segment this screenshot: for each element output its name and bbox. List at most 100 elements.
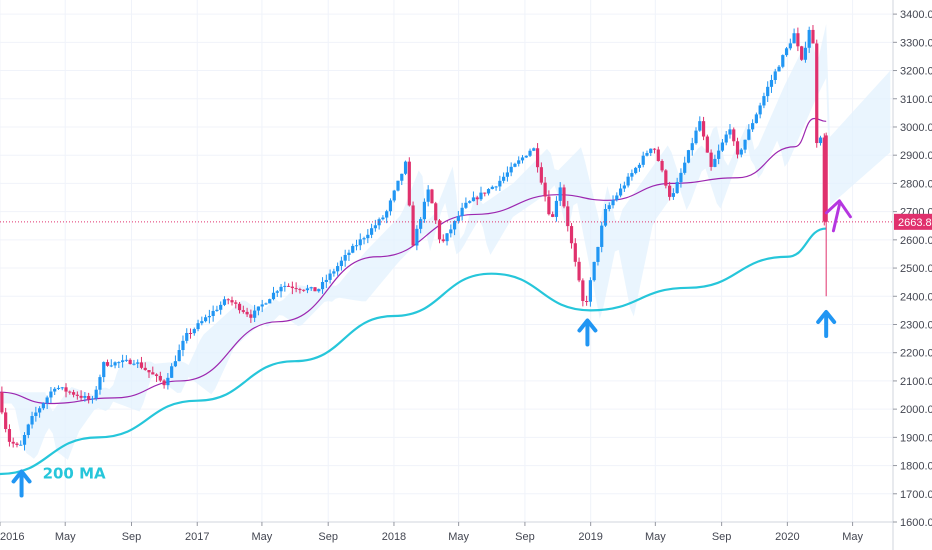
candle-body — [596, 246, 600, 262]
y-tick-label: 1900.0 — [900, 432, 932, 444]
candle-body — [762, 96, 766, 106]
y-tick-label: 2800.0 — [900, 178, 932, 190]
candle-body — [328, 273, 332, 280]
candle-body — [324, 279, 328, 282]
candle-body — [4, 412, 8, 430]
candle-body — [83, 396, 87, 398]
candle-body — [701, 121, 706, 137]
candle-body — [339, 260, 344, 267]
candle-body — [668, 185, 672, 197]
candle-body — [630, 173, 634, 177]
candle-body — [45, 397, 49, 404]
candle-body — [634, 167, 638, 174]
candle-body — [494, 186, 498, 188]
blue-up-arrow-icon — [577, 318, 598, 347]
candle-body — [41, 403, 45, 409]
candle-body — [362, 238, 366, 240]
candle-body — [317, 289, 321, 292]
candle-body — [136, 362, 140, 364]
candle-body — [532, 148, 536, 151]
candle-body — [245, 311, 249, 315]
candle-body — [105, 362, 110, 366]
x-tick-label: Sep — [318, 531, 338, 543]
candle-body — [422, 201, 427, 220]
candle-body — [166, 377, 170, 386]
candle-body — [121, 360, 125, 363]
candle-body — [547, 196, 551, 215]
candle-body — [509, 166, 513, 173]
x-tick-label: 2016 — [0, 531, 24, 543]
candle-body — [445, 233, 449, 242]
candle-body — [211, 310, 215, 316]
candle-body — [426, 189, 430, 202]
candle-body — [71, 392, 76, 395]
candle-body — [320, 281, 325, 290]
candle-body — [151, 372, 155, 375]
candle-body — [313, 287, 317, 292]
candle-body — [109, 365, 113, 367]
candle-body — [373, 225, 377, 229]
candle-body — [7, 429, 12, 442]
candle-body — [656, 149, 660, 161]
candle-body — [739, 149, 743, 155]
candle-body — [19, 444, 23, 446]
ma-50-line — [0, 117, 827, 405]
candle-body — [713, 158, 717, 167]
candle-body — [219, 304, 223, 310]
ma-200-label: 200 MA — [43, 464, 106, 482]
ichimoku-cloud — [0, 24, 891, 460]
x-tick-label: May — [645, 531, 666, 543]
candle-body — [611, 200, 615, 206]
candle-body — [505, 172, 509, 177]
x-tick-label: Sep — [712, 531, 732, 543]
candle-body — [803, 47, 808, 60]
candle-body — [645, 153, 649, 156]
candle-body — [758, 105, 762, 115]
candle-body — [207, 315, 211, 318]
candle-body — [437, 220, 442, 240]
blue-up-arrow-icon — [11, 469, 32, 498]
candle-body — [154, 374, 159, 376]
x-tick-label: 2018 — [382, 531, 406, 543]
y-tick-label: 2100.0 — [900, 376, 932, 388]
candle-body — [294, 288, 298, 290]
candle-body — [30, 416, 34, 425]
moving-averages — [0, 117, 827, 476]
candle-body — [403, 161, 408, 174]
candle-body — [249, 314, 253, 318]
candle-body — [486, 189, 491, 194]
candle-body — [419, 219, 423, 229]
candle-body — [283, 285, 287, 287]
candle-body — [694, 130, 698, 144]
candle-body — [162, 380, 166, 386]
candle-body — [343, 254, 347, 261]
candle-body — [415, 228, 419, 246]
candle-body — [769, 80, 774, 87]
candle-body — [309, 287, 313, 289]
candle-body — [117, 362, 121, 364]
candle-body — [173, 361, 178, 367]
candle-body — [479, 192, 483, 200]
candle-body — [441, 239, 445, 242]
candle-body — [535, 148, 540, 168]
candle-body — [592, 261, 596, 281]
candle-body — [671, 193, 675, 197]
candle-body — [147, 370, 151, 373]
candle-body — [177, 350, 181, 362]
candle-body — [690, 143, 694, 151]
candle-body — [434, 203, 438, 221]
candle-body — [392, 190, 396, 201]
candle-body — [675, 182, 679, 194]
ma-200-line — [0, 227, 827, 476]
candle-body — [102, 362, 106, 378]
candle-body — [724, 134, 728, 143]
candle-body — [452, 220, 457, 230]
candle-body — [381, 217, 385, 220]
x-tick-label: 2019 — [578, 531, 602, 543]
candle-body — [800, 46, 804, 60]
candle-body-last — [824, 135, 828, 222]
y-tick-label: 1600.0 — [900, 517, 932, 529]
candle-body — [22, 435, 27, 445]
